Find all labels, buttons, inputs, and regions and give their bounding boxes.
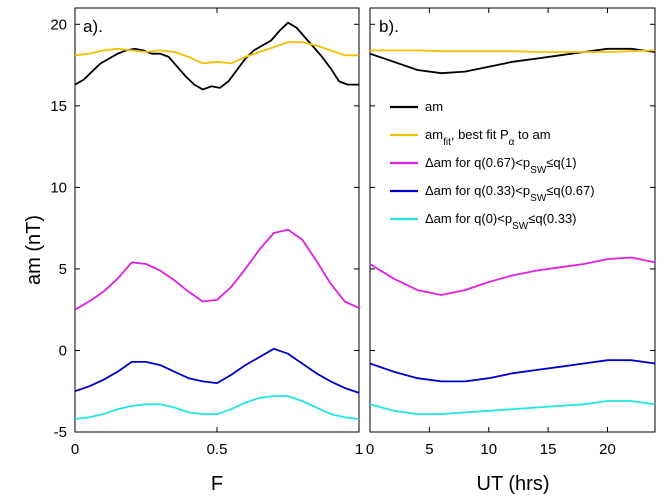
panel-b-series-dam_high xyxy=(369,256,656,296)
panel-a-y-tick-label: 15 xyxy=(50,98,67,115)
panel-a-y-tick-label: 5 xyxy=(59,261,67,278)
legend-label-am_fit: amfit, best fit Pα to am xyxy=(425,127,551,148)
panel-b-x-tick-label: 20 xyxy=(599,441,616,458)
panel-b-x-tick-label: 15 xyxy=(540,441,557,458)
panel-b-x-tick-label: 0 xyxy=(366,441,374,458)
panel-a-axes xyxy=(74,7,360,433)
panel-b-series-am_fit xyxy=(370,49,656,53)
panel-a-series-group xyxy=(74,21,360,420)
panel-b-label: b). xyxy=(379,17,399,36)
panel-a-series-am_fit xyxy=(74,41,359,65)
legend-label-am: am xyxy=(425,99,443,114)
legend-entry-dam_high: Δam for q(0.67)<pSW≤q(1) xyxy=(390,155,577,176)
legend-entry-dam_low: Δam for q(0)<pSW≤q(0.33) xyxy=(390,211,577,232)
panel-a-series-am xyxy=(74,21,359,91)
y-axis-label: am (nT) xyxy=(23,215,45,285)
legend-label-dam_high: Δam for q(0.67)<pSW≤q(1) xyxy=(425,155,577,176)
panel-b-series-group xyxy=(369,47,656,415)
panel-a-series-dam_high xyxy=(74,228,360,311)
panel-b-axes xyxy=(369,7,656,433)
panel-a-y-tick-label: 20 xyxy=(50,16,67,33)
panel-a-series-dam_mid xyxy=(74,347,360,394)
legend: am amfit, best fit Pα to am Δam for q(0.67… xyxy=(390,99,595,232)
legend-entry-dam_mid: Δam for q(0.33)<pSW≤q(0.67) xyxy=(390,183,595,204)
panel-b-x-axis-label: UT (hrs) xyxy=(477,473,550,495)
panel-a-label: a). xyxy=(83,17,103,36)
panel-b-x-tick-label: 10 xyxy=(480,441,497,458)
panel-b-series-am xyxy=(369,47,656,75)
legend-entry-am_fit: amfit, best fit Pα to am xyxy=(390,127,551,148)
panel-b: 0 5 10 15 20 b). UT (hrs) am amfit, best fit … xyxy=(366,7,656,495)
panel-a-y-tick-label: 10 xyxy=(50,179,67,196)
panel-a-y-tick-label: -5 xyxy=(54,424,67,441)
legend-label-dam_mid: Δam for q(0.33)<pSW≤q(0.67) xyxy=(425,183,595,204)
legend-label-dam_low: Δam for q(0)<pSW≤q(0.33) xyxy=(425,211,577,232)
panel-a-y-tick-label: 0 xyxy=(59,342,67,359)
panel-a-series-dam_low xyxy=(74,395,360,420)
panel-b-series-dam_mid xyxy=(369,359,656,383)
panel-b-ticks: 0 5 10 15 20 xyxy=(366,8,655,458)
panel-b-series-dam_low xyxy=(369,400,656,415)
panel-a-x-tick-label: 1 xyxy=(355,441,363,458)
legend-entry-am: am xyxy=(390,99,443,114)
panel-a-x-axis-label: F xyxy=(211,473,223,495)
panel-a-x-tick-label: 0.5 xyxy=(207,441,228,458)
panel-a-x-tick-label: 0 xyxy=(71,441,79,458)
panel-b-x-tick-label: 5 xyxy=(425,441,433,458)
